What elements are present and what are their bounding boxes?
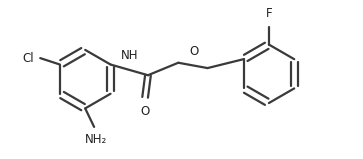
Text: F: F <box>266 7 272 20</box>
Text: NH: NH <box>121 49 138 62</box>
Text: O: O <box>140 105 150 118</box>
Text: O: O <box>190 45 199 58</box>
Text: Cl: Cl <box>22 52 34 65</box>
Text: NH₂: NH₂ <box>85 133 107 146</box>
